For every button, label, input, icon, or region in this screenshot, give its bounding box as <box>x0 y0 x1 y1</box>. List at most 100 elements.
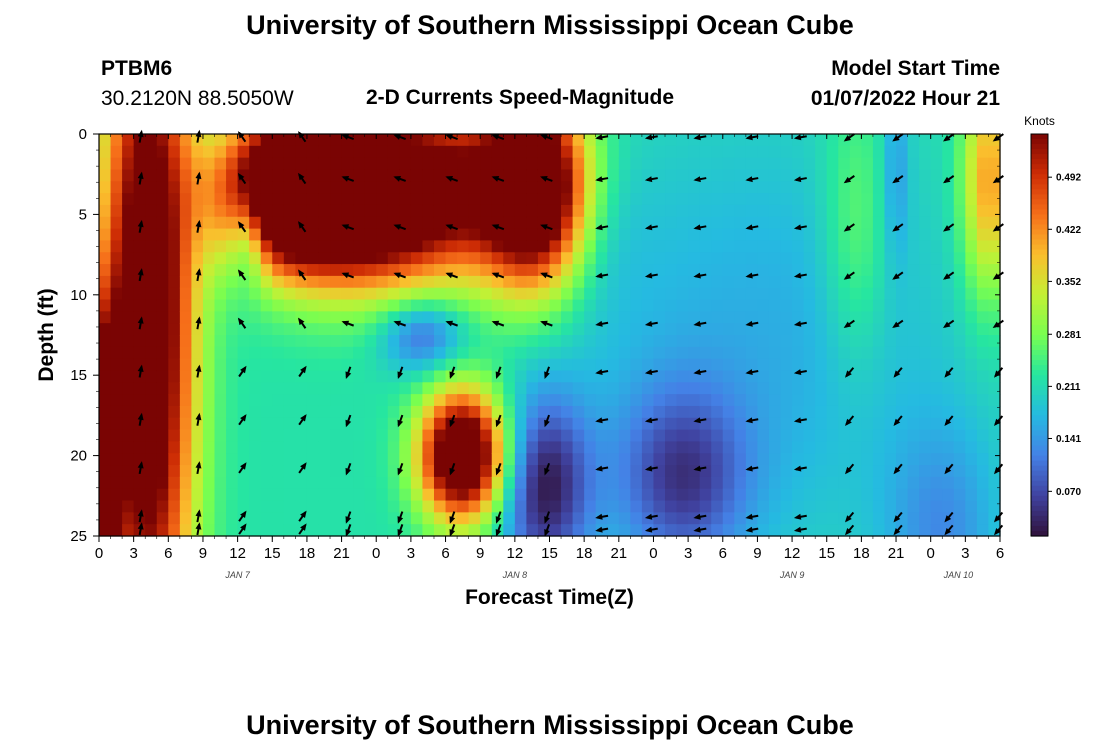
heatmap-cell <box>179 228 193 242</box>
heatmap-cell <box>780 488 793 502</box>
current-arrowhead <box>944 418 952 426</box>
current-arrowhead <box>893 528 901 536</box>
colorbar-segment <box>1031 355 1048 361</box>
heatmap-cell <box>514 417 527 431</box>
heatmap-cell <box>942 181 955 194</box>
heatmap-cell <box>572 524 585 537</box>
current-arrowhead <box>693 465 701 472</box>
x-tick-label: 6 <box>996 545 1004 562</box>
heatmap-cell <box>191 441 204 454</box>
current-arrowhead <box>540 176 548 182</box>
heatmap-cell <box>676 323 689 336</box>
heatmap-cell <box>514 441 527 454</box>
heatmap-cell <box>549 287 562 301</box>
heatmap-cell <box>480 252 493 265</box>
heatmap-cell <box>122 157 135 171</box>
heatmap-cell <box>145 193 158 206</box>
heatmap-cell <box>757 488 770 502</box>
current-arrowhead <box>298 172 305 181</box>
heatmap-cell <box>815 382 828 395</box>
heatmap-cell <box>214 264 227 277</box>
heatmap-cell <box>780 323 793 336</box>
heatmap-cell <box>537 323 551 336</box>
heatmap-cell <box>584 453 597 466</box>
heatmap-cell <box>353 228 366 242</box>
heatmap-cell <box>722 512 735 525</box>
heatmap-cell <box>699 512 712 525</box>
heatmap-cell <box>145 228 158 242</box>
heatmap-cell <box>179 145 193 159</box>
heatmap-cell <box>318 394 331 407</box>
heatmap-cell <box>896 335 909 348</box>
heatmap-cell <box>803 287 816 301</box>
x-tick-label: 3 <box>961 545 969 562</box>
heatmap-cell <box>156 275 169 289</box>
heatmap-cell <box>872 524 886 537</box>
heatmap-cell <box>757 358 770 372</box>
colorbar-segment <box>1031 480 1048 487</box>
current-arrowhead <box>345 371 352 379</box>
heatmap-cell <box>457 465 470 478</box>
heatmap-cell <box>480 157 493 171</box>
model-start-label: Model Start Time <box>831 57 1000 80</box>
heatmap-cell <box>514 500 527 513</box>
heatmap-cell <box>341 441 354 454</box>
heatmap-cell <box>283 488 296 502</box>
heatmap-cell <box>480 181 493 194</box>
heatmap-cell <box>607 287 620 301</box>
heatmap-cell <box>907 370 920 383</box>
heatmap-cell <box>283 358 296 372</box>
heatmap-cell <box>480 500 493 513</box>
heatmap-cell <box>641 145 655 159</box>
heatmap-cell <box>561 299 574 312</box>
heatmap-cell <box>237 299 250 312</box>
heatmap-cell <box>387 311 400 324</box>
heatmap-cell <box>896 476 909 490</box>
heatmap-cell <box>110 299 123 312</box>
colorbar-segment <box>1031 209 1048 216</box>
heatmap-cell <box>330 346 343 360</box>
heatmap-cell <box>295 394 308 407</box>
heatmap-cell <box>976 264 990 277</box>
heatmap-cell <box>491 500 504 513</box>
heatmap-cell <box>260 465 273 478</box>
heatmap-cell <box>815 429 828 443</box>
colorbar-segment <box>1031 495 1048 502</box>
colorbar-segment <box>1031 360 1048 366</box>
current-arrowhead <box>793 465 802 472</box>
colorbar-segment <box>1031 274 1048 281</box>
heatmap-cell <box>930 169 943 182</box>
heatmap-cell <box>665 275 678 289</box>
heatmap-cell <box>607 228 620 242</box>
heatmap-cell <box>861 323 874 336</box>
heatmap-cell <box>849 394 862 407</box>
heatmap-cell <box>907 169 920 182</box>
heatmap-cell <box>110 524 123 537</box>
heatmap-cell <box>618 465 631 478</box>
heatmap-cell <box>283 252 296 265</box>
heatmap-cell <box>410 346 424 360</box>
heatmap-cell <box>260 311 273 324</box>
current-arrowhead <box>397 467 404 476</box>
heatmap-cell <box>399 264 412 277</box>
heatmap-cell <box>202 488 216 502</box>
heatmap-cell <box>884 453 897 466</box>
heatmap-cell <box>410 145 424 159</box>
heatmap-cell <box>503 488 516 502</box>
heatmap-cell <box>283 134 296 147</box>
heatmap-cell <box>699 394 712 407</box>
heatmap-cell <box>641 500 655 513</box>
heatmap-cell <box>179 335 193 348</box>
heatmap-cell <box>584 417 597 431</box>
heatmap-cell <box>168 216 181 230</box>
heatmap-cell <box>376 358 389 372</box>
heatmap-cell <box>872 453 886 466</box>
current-arrowhead <box>195 364 202 372</box>
heatmap-cell <box>214 346 227 360</box>
heatmap-cell <box>618 512 631 525</box>
heatmap-cell <box>896 193 909 206</box>
heatmap-cell <box>930 264 943 277</box>
current-arrowhead <box>237 317 245 326</box>
heatmap-cell <box>133 157 146 171</box>
heatmap-cell <box>965 346 978 360</box>
